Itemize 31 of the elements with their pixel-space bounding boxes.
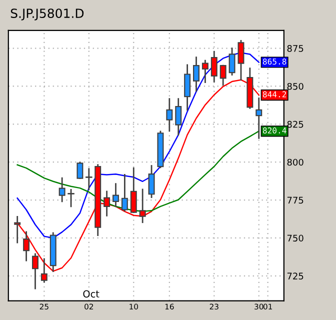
candlestick: [76, 162, 84, 180]
y-tick-label: 825: [287, 120, 304, 128]
annotation: Oct: [83, 290, 100, 298]
candlestick: [86, 168, 92, 190]
candlestick: [228, 48, 236, 76]
data-label: 844.2: [262, 91, 286, 98]
data-label: 865.8: [262, 58, 286, 65]
candlestick: [175, 98, 182, 136]
y-tick-label: 725: [287, 272, 304, 280]
y-tick-label: 850: [287, 82, 304, 90]
candlestick: [58, 177, 66, 202]
y-tick-label: 875: [287, 45, 304, 52]
candlestick: [112, 183, 119, 208]
candlestick: [104, 190, 110, 216]
candlestick: [202, 60, 208, 83]
chart-title: S.JP.J5801.D: [10, 8, 84, 20]
candlestick: [23, 231, 30, 262]
candlestick: [184, 64, 191, 111]
candlestick: [148, 165, 155, 198]
candlestick: [193, 56, 200, 92]
candlestick: [121, 174, 128, 212]
candlestick: [130, 167, 137, 214]
candlestick: [68, 189, 74, 208]
candlestick: [256, 98, 262, 139]
y-tick-label: 750: [287, 234, 304, 242]
candlestick: [139, 188, 146, 224]
data-label: 820.4: [262, 127, 286, 134]
y-tick-label: 800: [287, 158, 304, 166]
y-tick-label: 775: [287, 196, 304, 204]
candlestick: [166, 98, 173, 132]
candlestick: [210, 50, 218, 82]
